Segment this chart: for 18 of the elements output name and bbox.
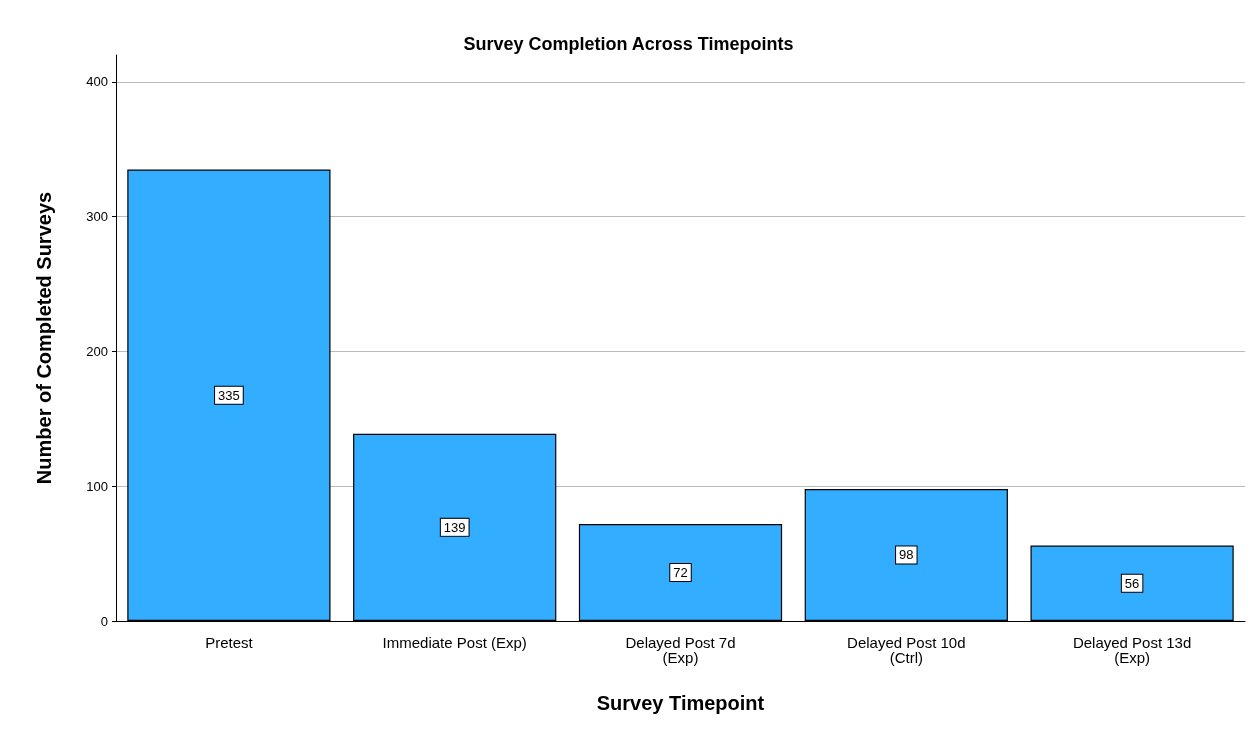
data-label: 72 — [673, 564, 688, 580]
data-label: 98 — [899, 547, 914, 563]
x-axis-title: Survey Timepoint — [596, 692, 765, 714]
x-tick-label: Delayed Post 7d (Exp) — [625, 634, 736, 666]
x-tick-label: Immediate Post (Exp) — [382, 634, 527, 651]
x-tick-label: Pretest — [205, 634, 254, 651]
y-tick-label: 200 — [86, 343, 108, 359]
y-tick-label: 100 — [86, 478, 108, 494]
data-label: 139 — [443, 519, 466, 535]
y-tick-label: 300 — [86, 209, 108, 225]
x-tick-label: Delayed Post 10d (Ctrl) — [847, 634, 966, 666]
data-label: 56 — [1124, 575, 1140, 591]
y-axis-title: Number of Completed Surveys — [33, 191, 55, 485]
data-label: 335 — [218, 387, 240, 403]
y-tick-label: 0 — [100, 613, 108, 629]
y-tick-label: 400 — [86, 74, 108, 90]
chart-title: Survey Completion Across Timepoints — [463, 34, 794, 54]
x-tick-label: Delayed Post 13d (Exp) — [1072, 634, 1192, 666]
